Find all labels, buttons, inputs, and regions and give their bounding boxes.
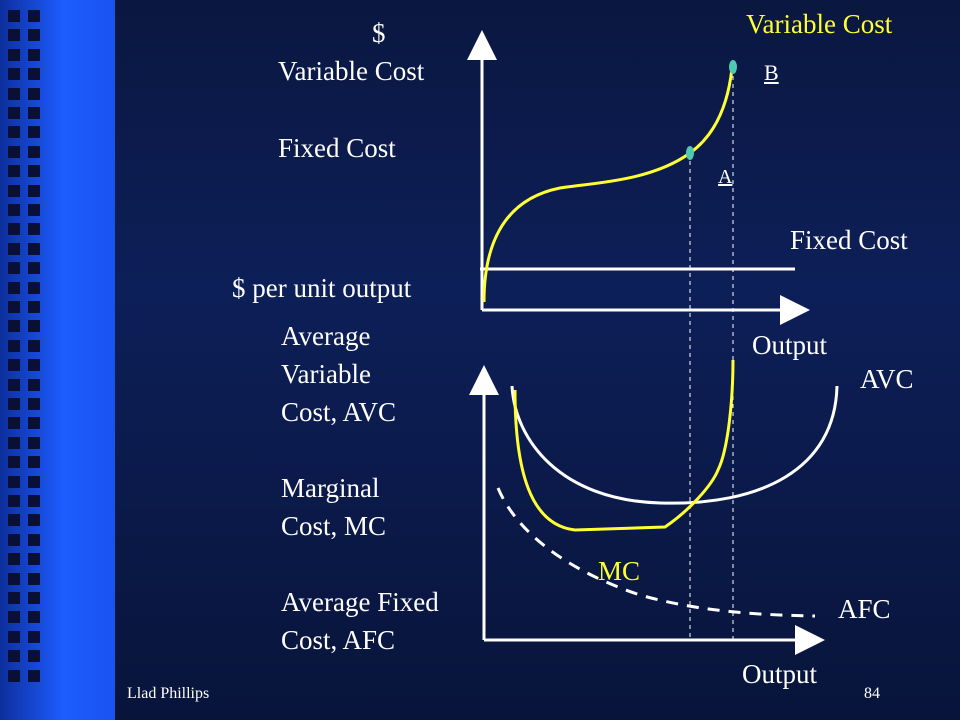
decorative-square [8,553,20,566]
decorative-square [8,107,20,119]
decorative-square [8,87,20,100]
decorative-square [28,359,40,372]
decorative-square [28,378,40,391]
legend-afc-line2: Cost, AFC [281,625,396,655]
output-label-bottom: Output [742,659,818,689]
decorative-square [8,145,20,158]
decorative-square [8,68,20,81]
decorative-square [28,145,40,158]
variable-cost-title: Variable Cost [746,9,893,39]
decorative-square [28,572,40,585]
decorative-square [8,456,20,469]
decorative-square [28,553,40,566]
decorative-square [28,630,40,643]
decorative-square [8,417,20,430]
decorative-square [8,126,20,139]
decorative-square [28,87,40,100]
decorative-square [8,475,20,488]
avc-label: AVC [860,364,914,394]
decorative-square [28,165,40,178]
top-axis-label-variable-cost: Variable Cost [278,56,425,86]
afc-curve [496,487,816,618]
decorative-square [8,223,20,236]
fixed-cost-label: Fixed Cost [790,225,908,255]
top-axis-label-dollar: $ [372,18,386,48]
decorative-square [28,223,40,236]
legend-avc-line3: Cost, AVC [281,397,397,427]
decorative-square [8,572,20,585]
decorative-square [8,630,20,643]
decorative-square [8,320,20,333]
legend-mc-line2: Cost, MC [281,511,387,541]
legend-avc-line1: Average [281,321,371,351]
decorative-square [28,611,40,624]
mc-label: MC [598,556,641,586]
decorative-square [28,495,40,507]
decorative-square [8,281,20,294]
decorative-square [8,184,20,197]
decorative-square [8,650,20,663]
mc-curve [513,359,735,532]
decorative-square [8,514,20,527]
decorative-square [8,242,20,255]
point-b-label: B [764,60,779,85]
footer-author: Llad Phillips [127,685,210,702]
decorative-square [28,301,40,313]
decorative-square [8,10,20,22]
decorative-square [8,262,20,275]
decorative-square [28,320,40,333]
decorative-square [28,281,40,294]
decorative-square [8,611,20,624]
decorative-square [8,301,20,313]
decorative-square [28,475,40,488]
decorative-square [28,184,40,197]
decorative-square [28,204,40,216]
decorative-square [28,242,40,255]
decorative-square [8,378,20,391]
decorative-square [28,29,40,42]
decorative-square [28,592,40,604]
decorative-square [28,10,40,22]
point-a-label: A [718,166,733,188]
decorative-square [28,650,40,663]
decorative-square [28,398,40,410]
variable-cost-curve [482,67,734,303]
decorative-square [28,339,40,352]
decorative-square [28,456,40,469]
legend-mc-line1: Marginal [281,473,380,503]
decorative-square [8,436,20,449]
decorative-square [8,495,20,507]
decorative-square [8,204,20,216]
decorative-square [28,48,40,61]
decorative-square [8,359,20,372]
decorative-square [8,669,20,682]
top-axis-label-fixed-cost: Fixed Cost [278,133,396,163]
output-label-top: Output [752,330,828,360]
decorative-square [8,533,20,546]
decorative-square [28,126,40,139]
legend-avc-line2: Variable [281,359,371,389]
legend-afc-line1: Average Fixed [281,587,439,617]
decorative-square [28,417,40,430]
decorative-square [8,398,20,410]
decorative-square [28,107,40,119]
decorative-square [28,514,40,527]
page-number: 84 [864,685,880,702]
point-b [729,60,737,74]
afc-label: AFC [838,594,891,624]
decorative-square [8,29,20,42]
decorative-square [28,262,40,275]
decorative-square [8,339,20,352]
decorative-square [8,48,20,61]
decorative-square [28,669,40,682]
point-a [686,146,694,160]
bottom-axis-label: $ per unit output [232,273,412,303]
decorative-square [8,165,20,178]
decorative-square [28,68,40,81]
decorative-square [28,533,40,546]
avc-curve [510,385,839,505]
decorative-square [28,436,40,449]
decorative-square [8,592,20,604]
